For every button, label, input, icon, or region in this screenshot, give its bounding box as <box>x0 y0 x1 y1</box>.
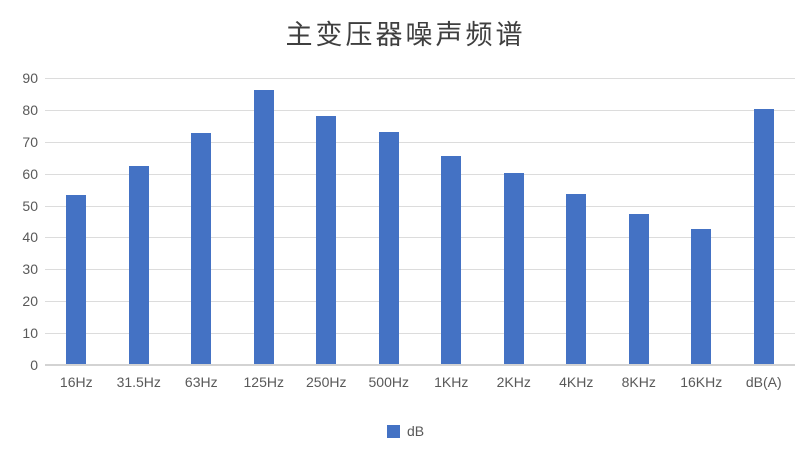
gridline <box>45 141 795 143</box>
bar <box>378 132 399 365</box>
gridline <box>45 78 795 79</box>
bar <box>316 115 337 365</box>
y-axis-tick-label: 20 <box>22 293 38 310</box>
y-axis-tick-label: 10 <box>22 325 38 342</box>
gridline <box>45 333 795 335</box>
legend-swatch <box>386 424 400 438</box>
bar <box>503 172 524 365</box>
x-axis-tick-label: 4KHz <box>559 374 594 390</box>
x-axis-tick-label: 16Hz <box>59 374 93 390</box>
bar <box>66 195 87 365</box>
x-axis-tick-label: 16KHz <box>680 374 723 390</box>
gridline <box>45 173 795 175</box>
bar <box>191 132 212 365</box>
y-axis-tick-label: 60 <box>22 165 38 182</box>
x-axis-tick-label: 500Hz <box>368 374 409 390</box>
y-axis-tick-label: 30 <box>22 261 38 278</box>
gridline <box>45 269 795 271</box>
legend: dB <box>0 424 811 438</box>
x-axis-tick-label: dB(A) <box>745 374 782 390</box>
y-axis-tick-label: 90 <box>22 70 38 86</box>
x-axis-line <box>45 364 795 366</box>
x-axis-tick-label: 31.5Hz <box>116 374 161 390</box>
bar <box>566 194 587 365</box>
x-axis-tick-label: 1KHz <box>434 374 469 390</box>
gridline <box>45 205 795 207</box>
gridline <box>45 109 795 111</box>
x-axis-tick-label: 250Hz <box>306 374 347 390</box>
y-axis-tick-label: 40 <box>22 229 38 246</box>
x-axis-tick-label: 125Hz <box>243 374 284 390</box>
bar <box>128 165 149 365</box>
x-axis-tick-label: 63Hz <box>184 374 218 390</box>
x-axis-tick-label: 8KHz <box>621 374 656 390</box>
y-axis-tick-label: 80 <box>22 101 38 118</box>
x-axis-tick-label: 2KHz <box>496 374 531 390</box>
y-axis-tick-label: 50 <box>22 197 38 214</box>
bar <box>253 89 274 365</box>
legend-label: dB <box>406 423 425 439</box>
bar <box>441 156 462 365</box>
chart-title: 主变压器噪声频谱 <box>285 20 526 51</box>
y-axis-tick-label: 0 <box>30 357 38 373</box>
gridline <box>45 237 795 239</box>
bar <box>691 229 712 365</box>
bar <box>628 214 649 365</box>
plot-area <box>45 78 795 366</box>
bar <box>753 109 774 365</box>
gridline <box>45 301 795 303</box>
y-axis-tick-label: 70 <box>22 133 38 150</box>
